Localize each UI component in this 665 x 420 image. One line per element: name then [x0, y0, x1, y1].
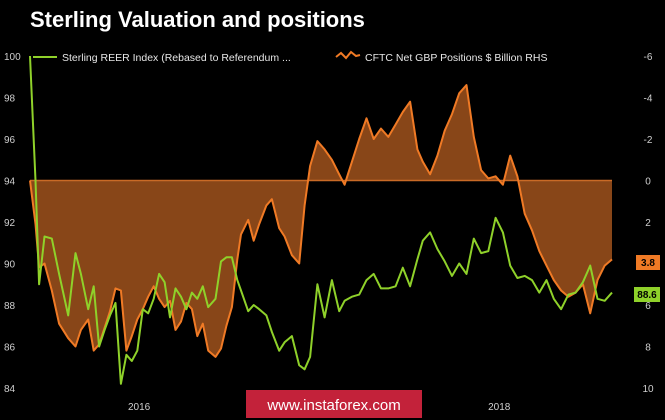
right-tick-label: 10: [642, 384, 654, 395]
chart-title: Sterling Valuation and positions: [30, 7, 365, 32]
x-tick-label: 2016: [128, 402, 151, 413]
watermark-background: [246, 390, 422, 418]
legend: Sterling REER Index (Rebased to Referend…: [33, 50, 547, 64]
left-axis: 100 98 96 94 92 90 88 86 84: [4, 52, 21, 395]
legend-swatch-cftc: [335, 50, 361, 60]
watermark-banner: www.instaforex.com: [246, 390, 422, 418]
watermark-text: www.instaforex.com: [266, 397, 400, 414]
cftc-series-line: [29, 84, 613, 358]
left-tick-label: 88: [4, 301, 16, 312]
right-tick-label: 6: [645, 301, 651, 312]
reer-series-line: [29, 55, 613, 385]
badge-cftc-background: [636, 255, 660, 270]
right-tick-label: -2: [644, 135, 653, 146]
left-tick-label: 96: [4, 135, 16, 146]
last-value-badge-reer: 88.6: [634, 287, 660, 302]
legend-label-cftc: CFTC Net GBP Positions $ Billion RHS: [365, 52, 547, 64]
left-tick-label: 90: [4, 260, 16, 271]
left-tick-label: 92: [4, 218, 16, 229]
plot-area: [29, 55, 613, 385]
right-tick-label: 2: [645, 218, 651, 229]
left-tick-label: 86: [4, 343, 16, 354]
right-tick-label: -6: [644, 52, 653, 63]
left-tick-label: 94: [4, 177, 16, 188]
x-axis: 2016 2018: [128, 402, 511, 413]
left-tick-label: 84: [4, 384, 16, 395]
left-tick-label: 100: [4, 52, 21, 63]
left-tick-label: 98: [4, 94, 16, 105]
right-tick-label: 0: [645, 177, 651, 188]
badge-reer-background: [634, 287, 660, 302]
right-tick-label: 8: [645, 343, 651, 354]
badge-reer-value: 88.6: [637, 290, 657, 301]
right-tick-label: -4: [644, 94, 653, 105]
last-value-badge-cftc: 3.8: [636, 255, 660, 270]
legend-label-reer: Sterling REER Index (Rebased to Referend…: [62, 52, 291, 64]
badge-cftc-value: 3.8: [641, 258, 655, 269]
x-tick-label: 2018: [488, 402, 511, 413]
